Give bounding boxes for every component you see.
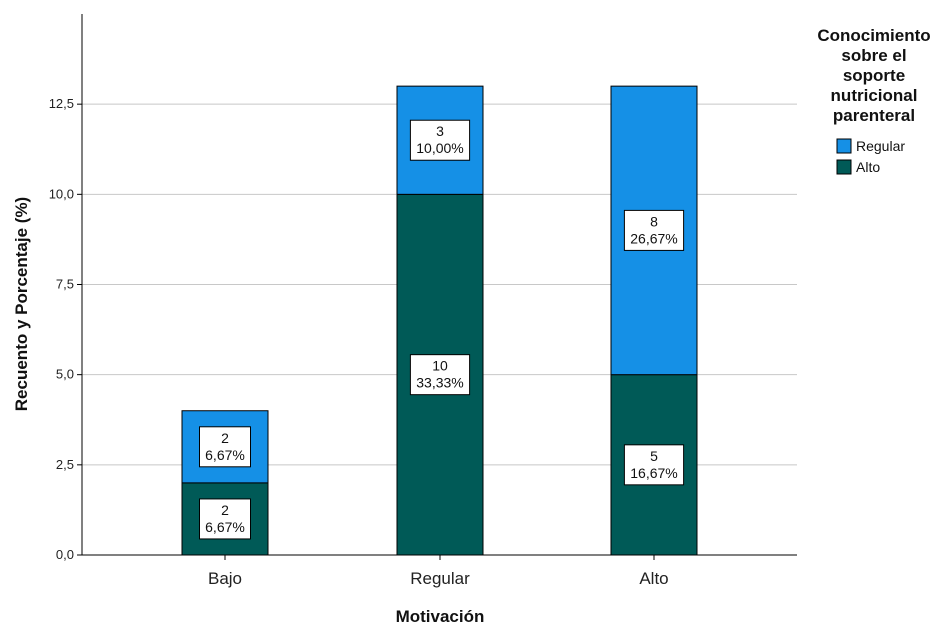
data-label-text: 8 <box>650 213 658 229</box>
data-label: 310,00% <box>409 119 471 161</box>
data-label-text: 16,67% <box>630 465 677 481</box>
legend-swatch-regular <box>836 138 852 154</box>
x-tick-label: Regular <box>410 569 470 588</box>
legend-swatch-alto <box>836 159 852 175</box>
legend-entry-label: Alto <box>856 159 880 175</box>
data-label-box <box>409 119 471 161</box>
y-tick-label: 7,5 <box>56 277 74 292</box>
x-tick-label: Bajo <box>208 569 242 588</box>
y-tick-label: 12,5 <box>49 96 74 111</box>
data-label-text: 5 <box>650 448 658 464</box>
legend-title-line: nutricional <box>831 86 918 105</box>
data-label: 516,67% <box>623 444 685 486</box>
x-tick-label: Alto <box>639 569 668 588</box>
data-label-text: 2 <box>221 502 229 518</box>
data-label-box <box>199 426 251 468</box>
data-label-text: 33,33% <box>416 375 463 391</box>
y-tick-label: 10,0 <box>49 186 74 201</box>
y-tick-label: 5,0 <box>56 367 74 382</box>
legend-title-line: parenteral <box>833 106 915 125</box>
y-tick-label: 0,0 <box>56 547 74 562</box>
data-label: 26,67% <box>199 426 251 468</box>
y-tick-labels: 0,0 2,5 5,0 7,5 10,0 12,5 <box>49 96 82 562</box>
x-tick-labels: Bajo Regular Alto <box>208 555 669 588</box>
data-label-box <box>409 354 471 396</box>
y-tick-label: 2,5 <box>56 457 74 472</box>
data-label-text: 26,67% <box>630 230 677 246</box>
legend-entry-label: Regular <box>856 138 905 154</box>
y-axis-title: Recuento y Porcentaje (%) <box>12 197 31 411</box>
data-label-text: 6,67% <box>205 447 245 463</box>
legend-title-line: sobre el <box>841 46 906 65</box>
data-label-text: 2 <box>221 430 229 446</box>
legend-title-line: soporte <box>843 66 905 85</box>
data-label-text: 6,67% <box>205 519 245 535</box>
x-axis-title: Motivación <box>396 607 485 626</box>
data-label: 826,67% <box>623 209 685 251</box>
data-label-box <box>199 498 251 540</box>
legend-title-line: Conocimiento <box>817 26 930 45</box>
data-label-text: 10,00% <box>416 140 463 156</box>
data-labels: 26,67%26,67%1033,33%310,00%516,67%826,67… <box>199 119 685 540</box>
data-label-text: 3 <box>436 123 444 139</box>
data-label-box <box>623 209 685 251</box>
data-label-text: 10 <box>432 358 448 374</box>
data-label-box <box>623 444 685 486</box>
data-label: 26,67% <box>199 498 251 540</box>
